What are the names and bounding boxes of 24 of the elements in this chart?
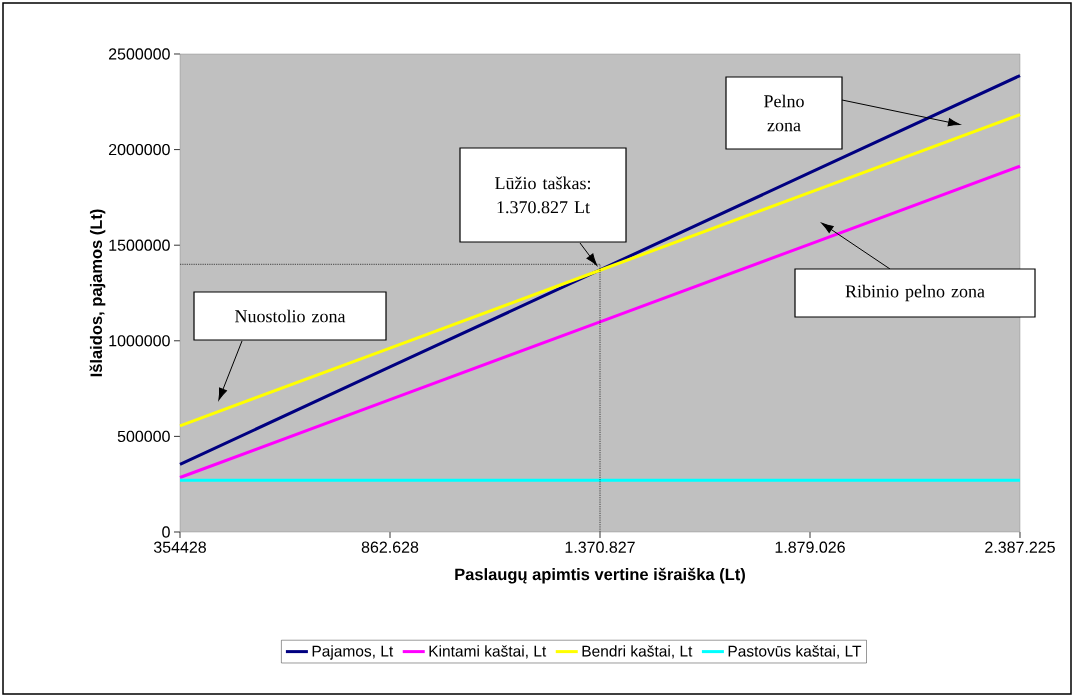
annotation: Pelno zona [764, 94, 804, 132]
x-tick-label: 1.370.827 [565, 541, 635, 553]
annotation: Lūžio taškas: 1.370.827 Lt [495, 176, 591, 214]
y-axis-title: Išlaidos, pajamos (Lt) [89, 209, 106, 377]
x-tick-label: 1.879.026 [775, 541, 845, 553]
x-tick-label: 2.387.225 [985, 541, 1055, 553]
y-tick-label: 2500000 [108, 48, 170, 60]
line-series [178, 164, 1022, 479]
legend-label: Pastovūs kaštai, LT [728, 645, 862, 659]
line-series [178, 74, 1022, 466]
line-series [178, 113, 1022, 428]
annotation: Ribinio pelno zona [845, 284, 985, 302]
x-tick-label: 354428 [153, 541, 206, 553]
annotation: Nuostolio zona [235, 309, 346, 323]
y-tick-label: 2000000 [108, 143, 170, 156]
y-tick-label: 0 [162, 526, 170, 538]
y-tick-label: 1000000 [109, 335, 170, 347]
y-tick-label: 1500000 [109, 239, 170, 251]
legend-label: Bendri kaštai, Lt [582, 645, 693, 659]
y-tick-label: 500000 [117, 430, 170, 443]
legend-label: Kintami kaštai, Lt [429, 645, 547, 659]
x-tick-label: 862.628 [361, 541, 419, 553]
x-axis-title: Paslaugų apimtis vertine išraiška (Lt) [455, 567, 745, 584]
legend-label: Pajamos, Lt [312, 645, 394, 660]
